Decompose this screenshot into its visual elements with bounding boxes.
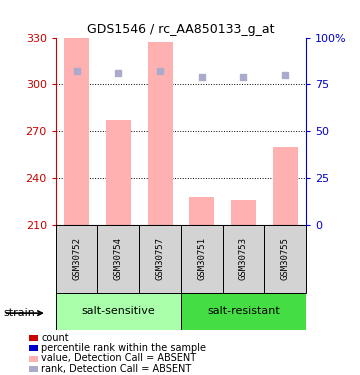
Text: GSM30751: GSM30751 — [197, 237, 206, 280]
Bar — [148, 42, 172, 225]
Text: strain: strain — [4, 308, 36, 318]
Bar — [139, 225, 181, 292]
Text: percentile rank within the sample: percentile rank within the sample — [41, 344, 206, 353]
Point — [199, 74, 204, 80]
Bar — [189, 197, 214, 225]
Text: GSM30754: GSM30754 — [114, 237, 123, 280]
Bar — [181, 225, 222, 292]
Text: GSM30753: GSM30753 — [239, 237, 248, 280]
Bar — [231, 200, 256, 225]
Text: GSM30752: GSM30752 — [72, 237, 81, 280]
Bar — [264, 225, 306, 292]
Text: salt-resistant: salt-resistant — [207, 306, 280, 316]
Text: GSM30757: GSM30757 — [156, 237, 165, 280]
Bar — [98, 225, 139, 292]
Bar — [222, 225, 264, 292]
Point — [116, 70, 121, 76]
Point — [282, 72, 288, 78]
Point — [240, 74, 246, 80]
Point — [157, 68, 163, 74]
Point — [74, 68, 80, 74]
Bar — [106, 120, 131, 225]
Bar — [64, 38, 89, 225]
Text: count: count — [41, 333, 69, 343]
Text: value, Detection Call = ABSENT: value, Detection Call = ABSENT — [41, 354, 197, 363]
Bar — [273, 147, 298, 225]
Bar — [181, 292, 306, 330]
Text: rank, Detection Call = ABSENT: rank, Detection Call = ABSENT — [41, 364, 192, 374]
Text: GSM30755: GSM30755 — [281, 237, 290, 280]
Title: GDS1546 / rc_AA850133_g_at: GDS1546 / rc_AA850133_g_at — [87, 23, 275, 36]
Bar — [56, 225, 98, 292]
Bar — [56, 292, 181, 330]
Text: salt-sensitive: salt-sensitive — [81, 306, 155, 316]
